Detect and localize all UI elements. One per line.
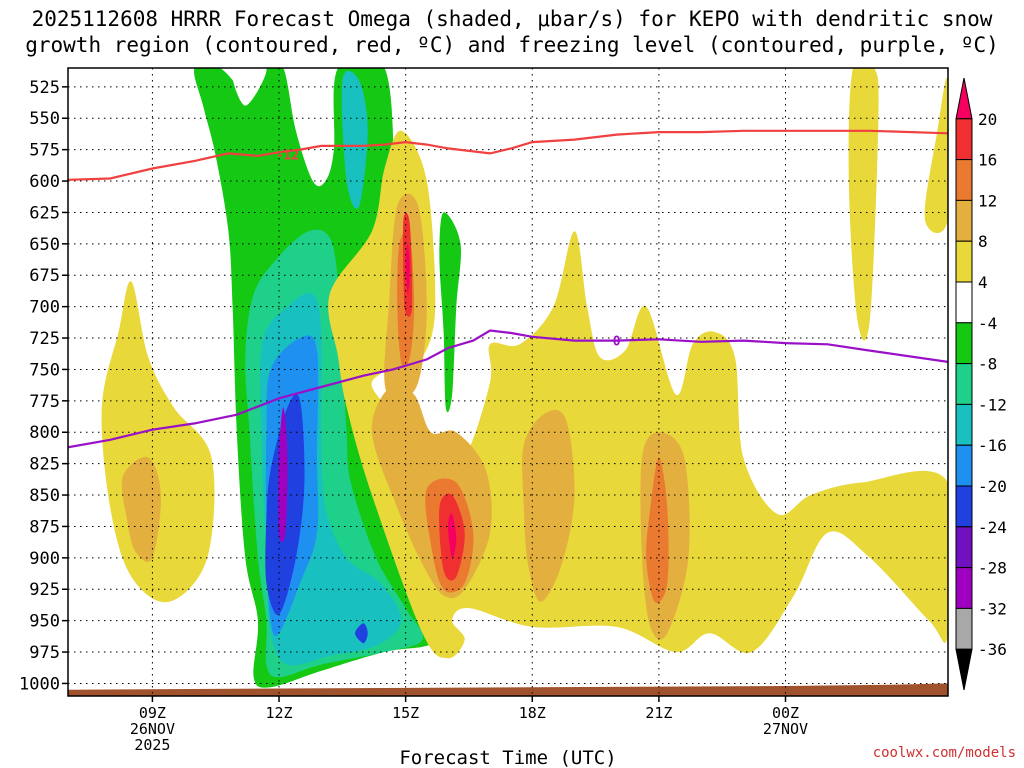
- colorbar-swatch-4: [955, 240, 973, 283]
- y-tick-label-17: 950: [29, 612, 60, 632]
- colorbar-label-11: -28: [978, 559, 1007, 578]
- colorbar-swatch-9: [955, 444, 973, 487]
- x-tick-label-5: 00Z: [772, 704, 799, 722]
- colorbar-label-8: -16: [978, 436, 1007, 455]
- x-axis-label: Forecast Time (UTC): [399, 747, 616, 768]
- y-tick-label-16: 925: [29, 580, 60, 600]
- colorbar-swatch-3: [955, 199, 973, 242]
- terrain-fill: [68, 683, 948, 696]
- chart-title-line2: growth region (contoured, red, ºC) and f…: [25, 33, 999, 57]
- colorbar-bottom-arrow: [955, 648, 973, 691]
- colorbar-swatch-11: [955, 526, 973, 569]
- omega-region-18: [121, 456, 161, 562]
- omega-region-12: [848, 68, 879, 341]
- colorbar-top-arrow: [955, 77, 973, 120]
- colorbar-swatch-7: [955, 363, 973, 405]
- y-axis: 525 550 575 600 625 650 675 700 725 750 775 800 825 8…: [19, 78, 68, 694]
- omega-region-21: [646, 457, 669, 603]
- y-tick-label-3: 600: [29, 172, 60, 192]
- grid: [68, 68, 948, 696]
- colorbar-label-2: 12: [978, 191, 997, 210]
- colorbar-label-10: -24: [978, 518, 1007, 537]
- y-tick-label-6: 675: [29, 266, 60, 286]
- omega-region-9: [439, 212, 462, 413]
- colorbar-label-5: -4: [978, 314, 997, 333]
- colorbar-swatch-5: [955, 281, 973, 324]
- y-tick-label-4: 625: [29, 203, 60, 223]
- x-tick-label-2: 15Z: [392, 704, 419, 722]
- y-tick-label-13: 850: [29, 486, 60, 506]
- omega-shading: [101, 68, 948, 688]
- freezing-line-label: 0: [613, 335, 621, 350]
- colorbar-label-1: 16: [978, 151, 997, 170]
- omega-region-24: [405, 243, 410, 295]
- dgz-line: [68, 129, 948, 181]
- colorbar-swatch-10: [955, 485, 973, 528]
- y-tick-label-8: 725: [29, 329, 60, 349]
- chart-title-line1: 2025112608 HRRR Forecast Omega (shaded, …: [31, 7, 993, 31]
- contour-lines: -12 0: [68, 129, 948, 449]
- terrain-ground: [68, 683, 948, 696]
- colorbar-label-7: -12: [978, 395, 1007, 414]
- y-tick-label-1: 550: [29, 109, 60, 129]
- omega-region-11: [101, 281, 215, 603]
- y-tick-label-5: 650: [29, 235, 60, 255]
- colorbar-swatch-6: [955, 322, 973, 365]
- x-tick-label-4: 21Z: [645, 704, 672, 722]
- omega-region-7: [341, 70, 368, 209]
- colorbar-swatch-12: [955, 567, 973, 609]
- colorbar-label-0: 20: [978, 110, 997, 129]
- x-tick-label-3: 18Z: [519, 704, 546, 722]
- colorbar-swatch-8: [955, 403, 973, 446]
- colorbar-label-9: -20: [978, 477, 1007, 496]
- y-tick-label-2: 575: [29, 141, 60, 161]
- y-tick-label-18: 975: [29, 643, 60, 663]
- colorbar-swatch-1: [955, 118, 973, 161]
- y-tick-label-9: 750: [29, 360, 60, 380]
- freezing-line: [68, 329, 948, 449]
- colorbar-label-3: 8: [978, 232, 988, 251]
- colorbar-swatch-13: [955, 607, 973, 650]
- x-tick-date-5: 27NOV: [763, 720, 808, 738]
- colorbar-swatch-2: [955, 159, 973, 201]
- y-tick-label-7: 700: [29, 298, 60, 318]
- y-tick-label-15: 900: [29, 549, 60, 569]
- omega-region-13: [924, 77, 948, 233]
- colorbar-label-13: -36: [978, 640, 1007, 659]
- x-tick-year-0: 2025: [134, 736, 170, 754]
- plot-frame: [67, 67, 949, 697]
- omega-region-6: [278, 407, 288, 543]
- y-tick-label-11: 800: [29, 423, 60, 443]
- x-tick-label-0: 09Z: [139, 704, 166, 722]
- colorbar: 20 16 12 8 4 -4 -8 -12 -16 -20 -24 -28 -32 -36: [955, 77, 1007, 691]
- colorbar-label-6: -8: [978, 355, 997, 374]
- y-tick-label-12: 825: [29, 455, 60, 475]
- omega-region-25: [447, 513, 457, 559]
- colorbar-label-4: 4: [978, 273, 988, 292]
- omega-region-8: [355, 623, 368, 644]
- credit-text: coolwx.com/models: [872, 745, 1016, 761]
- y-tick-label-10: 775: [29, 392, 60, 412]
- colorbar-label-12: -32: [978, 599, 1007, 618]
- x-tick-label-1: 12Z: [265, 704, 292, 722]
- y-tick-label-19: 1000: [19, 674, 60, 694]
- y-tick-label-14: 875: [29, 517, 60, 537]
- x-tick-date-0: 26NOV: [130, 720, 175, 738]
- y-tick-label-0: 525: [29, 78, 60, 98]
- omega-region-16: [522, 409, 575, 602]
- dgz-line-label: -12: [276, 149, 299, 164]
